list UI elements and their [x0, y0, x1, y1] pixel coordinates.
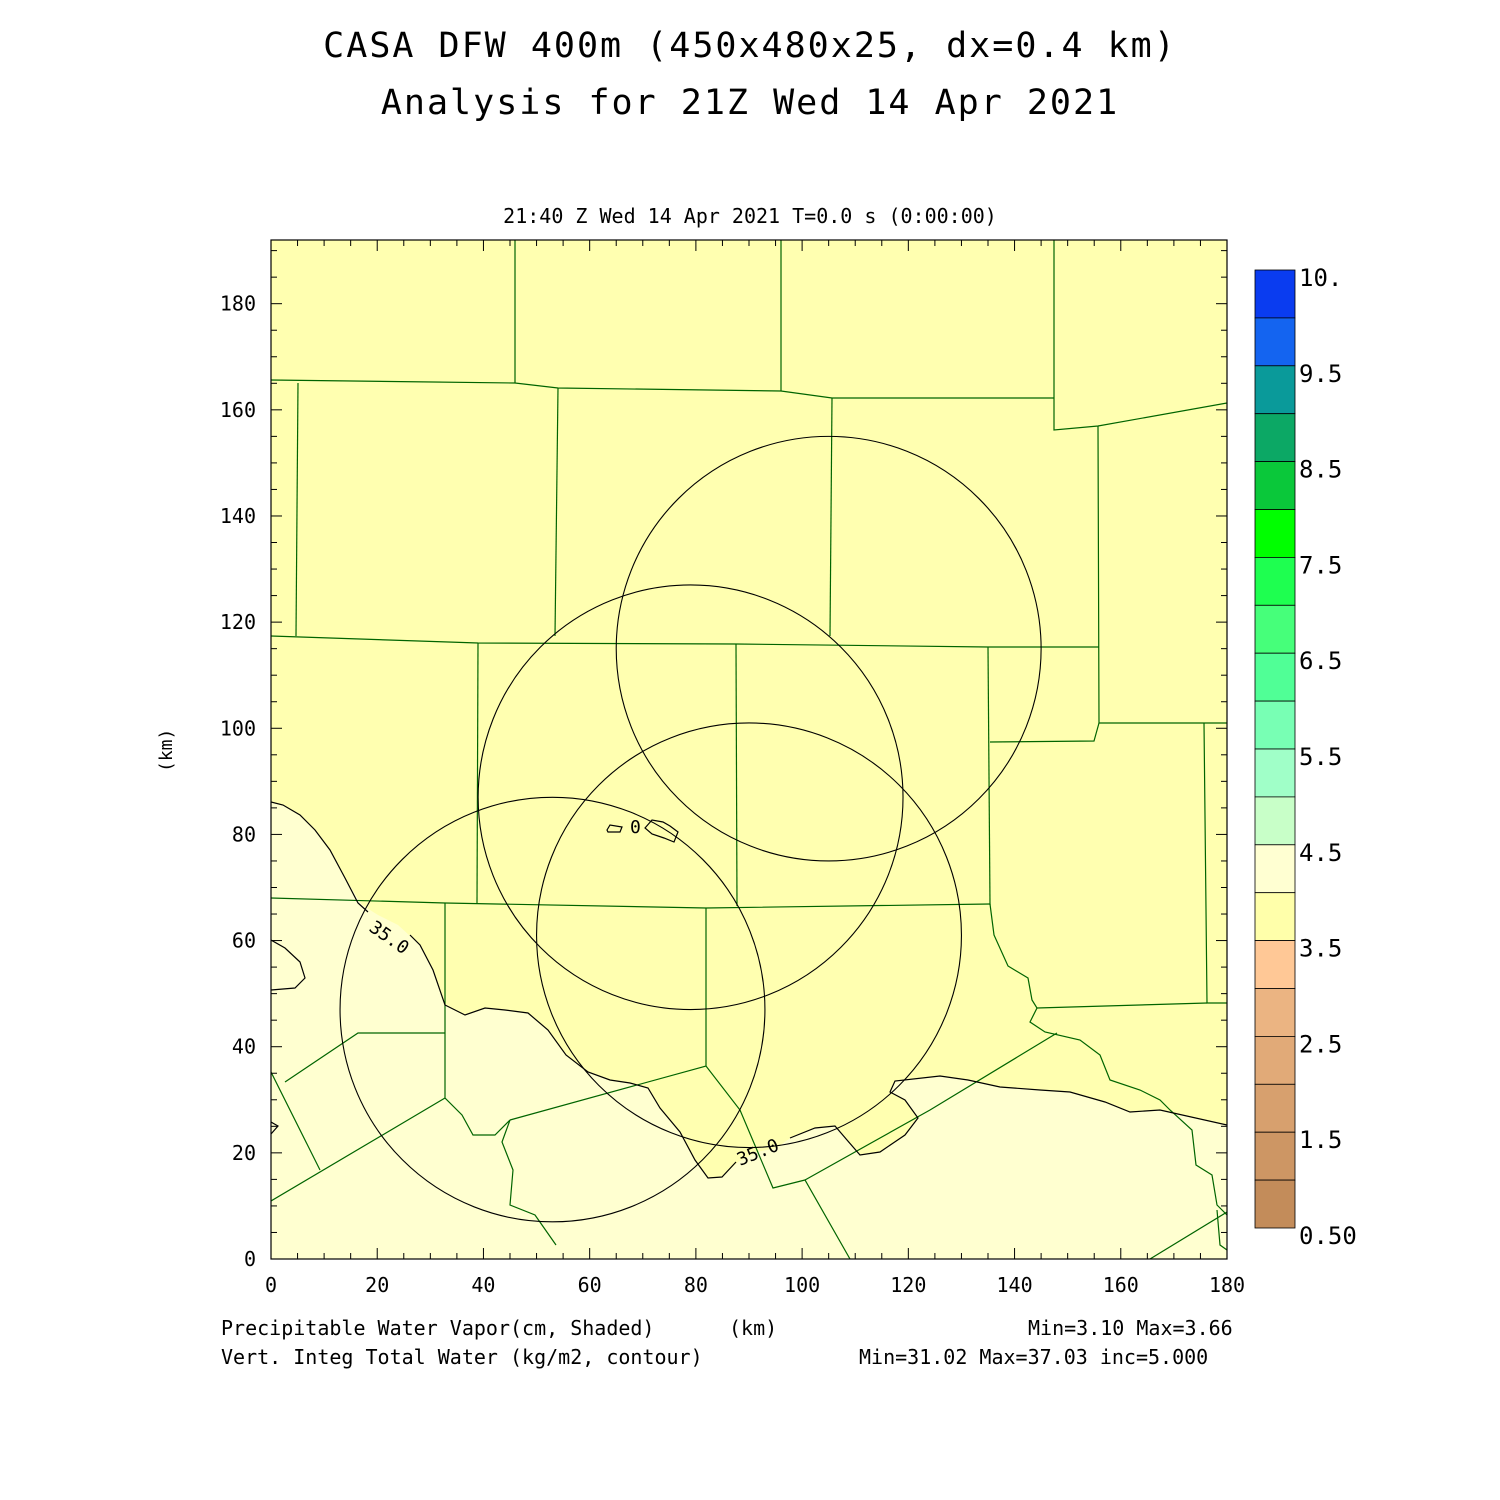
colorbar-segment	[1254, 604, 1296, 654]
y-tick-label: 100	[220, 716, 256, 740]
shaded-field-low-patch	[271, 940, 305, 990]
x-tick-label: 180	[1209, 1273, 1245, 1297]
radar-range-ring	[477, 584, 904, 1011]
x-tick-label: 60	[578, 1273, 602, 1297]
x-tick-label: 80	[684, 1273, 708, 1297]
colorbar-segment	[1254, 1036, 1296, 1085]
x-tick-label: 120	[890, 1273, 926, 1297]
chart-title-line2: Analysis for 21Z Wed 14 Apr 2021	[380, 83, 1120, 123]
colorbar-segment	[1254, 557, 1296, 606]
colorbar-segment	[1254, 1083, 1296, 1133]
x-tick-label: 20	[365, 1273, 389, 1297]
colorbar-segment	[1254, 461, 1296, 510]
x-tick-label: 160	[1103, 1273, 1139, 1297]
colorbar-label: 1.5	[1299, 1126, 1342, 1154]
colorbar-segment	[1254, 1179, 1296, 1229]
footer-x-unit: (km)	[729, 1316, 778, 1340]
colorbar-label: 5.5	[1299, 743, 1342, 771]
colorbar-label: 8.5	[1299, 456, 1342, 484]
colorbar-segment	[1254, 796, 1296, 846]
colorbar-segment	[1254, 413, 1296, 463]
y-tick-labels: 0 20 40 60 80 100 120 140 160 180	[220, 292, 256, 1271]
colorbar-label: 3.5	[1299, 935, 1342, 963]
footer-contour-field: Vert. Integ Total Water (kg/m2, contour)	[221, 1345, 703, 1369]
county-lines	[271, 240, 1227, 1259]
colorbar-segment	[1254, 748, 1296, 798]
radar-range-ring	[339, 796, 766, 1223]
contour-lines	[271, 801, 1227, 1179]
radar-range-ring	[536, 722, 962, 1149]
colorbar-label: 7.5	[1299, 551, 1342, 579]
colorbar-segment	[1254, 700, 1296, 750]
valid-time-label: 21:40 Z Wed 14 Apr 2021 T=0.0 s (0:00:00…	[503, 204, 997, 228]
x-tick-labels: 0 20 40 60 80 100 120 140 160 180	[265, 1273, 1245, 1297]
x-tick-label: 0	[265, 1273, 277, 1297]
y-tick-label: 140	[220, 504, 256, 528]
footer-shaded-field: Precipitable Water Vapor(cm, Shaded)	[221, 1316, 655, 1340]
contour-label: 0	[630, 817, 641, 838]
colorbar-segment	[1254, 844, 1296, 894]
axis-ticks	[270, 240, 1228, 1260]
colorbar-segment	[1254, 1131, 1296, 1181]
colorbar-label: 10.	[1299, 264, 1342, 292]
colorbar-segment	[1254, 365, 1296, 415]
y-tick-label: 0	[244, 1247, 256, 1271]
colorbar-segment	[1254, 269, 1296, 319]
colorbar-segment	[1254, 940, 1296, 989]
colorbar-label: 6.5	[1299, 647, 1342, 675]
colorbar-label: 0.50	[1299, 1222, 1357, 1250]
y-tick-label: 80	[232, 822, 256, 846]
y-tick-label: 20	[232, 1141, 256, 1165]
footer-shaded-minmax: Min=3.10 Max=3.66	[1028, 1316, 1233, 1340]
colorbar-segment	[1254, 317, 1296, 367]
x-tick-label: 100	[784, 1273, 820, 1297]
y-tick-label: 180	[220, 292, 256, 316]
colorbar-label: 2.5	[1299, 1030, 1342, 1058]
colorbar-segment	[1254, 652, 1296, 702]
colorbar	[1254, 269, 1296, 1229]
radar-range-ring	[615, 435, 1042, 862]
y-tick-label: 120	[220, 610, 256, 634]
colorbar-segment	[1254, 988, 1296, 1037]
footer-contour-minmax: Min=31.02 Max=37.03 inc=5.000	[859, 1345, 1209, 1369]
y-tick-label: 160	[220, 398, 256, 422]
x-tick-label: 140	[996, 1273, 1032, 1297]
y-tick-label: 40	[232, 1035, 256, 1059]
colorbar-segment	[1254, 892, 1296, 942]
colorbar-label: 9.5	[1299, 360, 1342, 388]
x-tick-label: 40	[471, 1273, 495, 1297]
colorbar-segment	[1254, 509, 1296, 558]
y-tick-label: 60	[232, 929, 256, 953]
colorbar-labels: 10. 9.5 8.5 7.5 6.5 5.5 4.5 3.5 2.5 1.5 0.50	[1299, 264, 1357, 1250]
shaded-field-low	[271, 802, 1227, 1259]
colorbar-label: 4.5	[1299, 839, 1342, 867]
radar-range-rings	[339, 435, 1042, 1223]
chart-title: CASA DFW 400m (450x480x25, dx=0.4 km)	[323, 26, 1177, 66]
